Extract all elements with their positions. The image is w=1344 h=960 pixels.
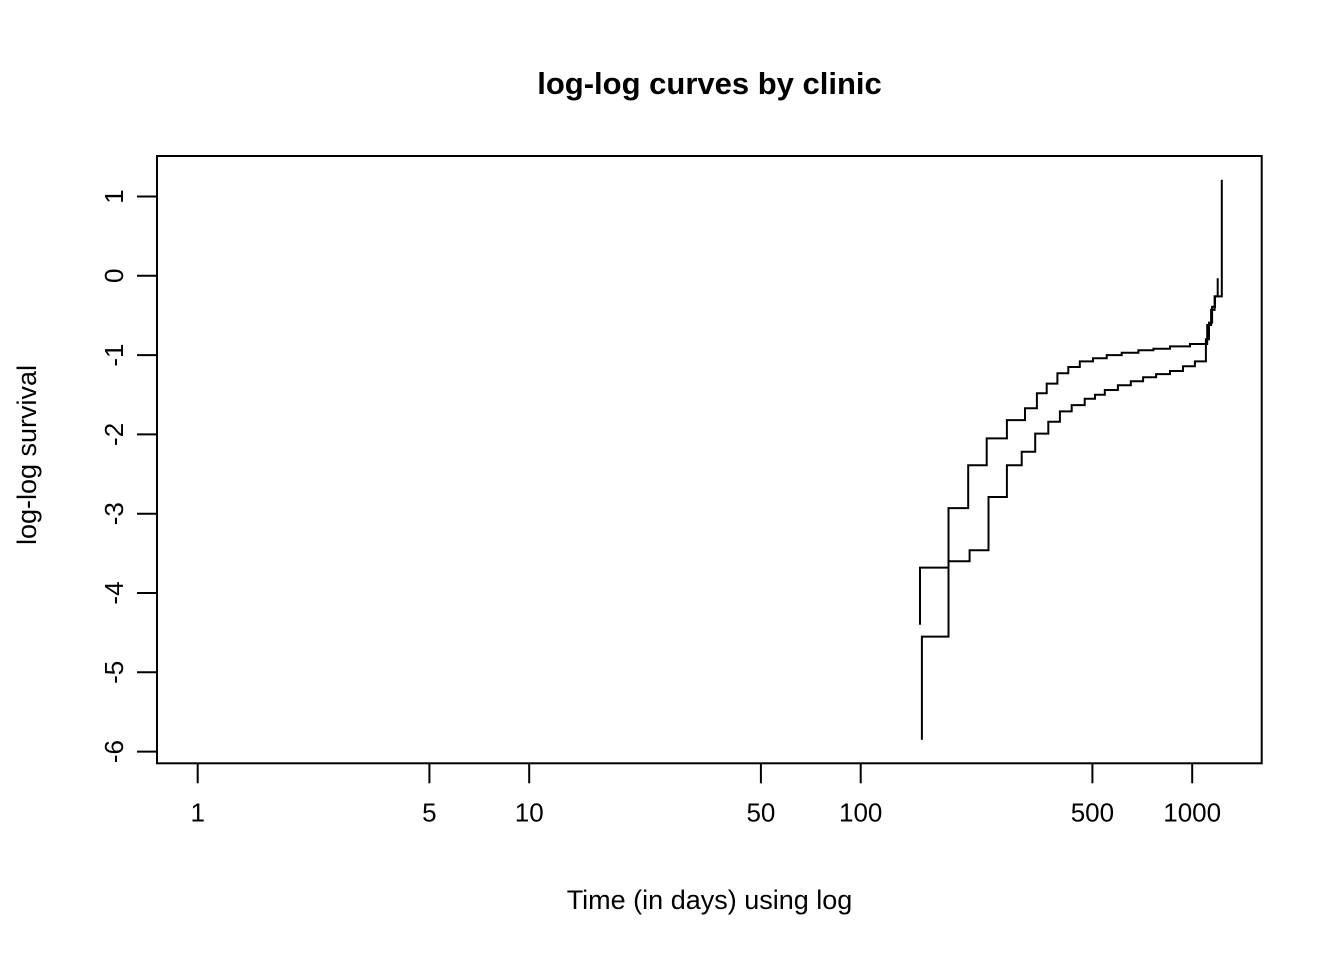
x-tick-label: 5 xyxy=(422,797,436,827)
y-tick-label: -6 xyxy=(99,740,129,763)
survival-curve-lower xyxy=(920,278,1219,740)
survival-curve-upper xyxy=(919,179,1223,625)
y-tick-label: -3 xyxy=(99,502,129,525)
y-tick-label: -5 xyxy=(99,661,129,684)
y-tick-label: -2 xyxy=(99,423,129,446)
y-tick-label: 1 xyxy=(99,189,129,203)
plot-border xyxy=(156,155,1263,765)
y-tick-label: -4 xyxy=(99,581,129,604)
y-axis-title: log-log survival xyxy=(12,364,42,546)
x-tick-label: 10 xyxy=(515,797,544,827)
x-tick-label: 500 xyxy=(1071,797,1114,827)
x-tick-label: 1000 xyxy=(1163,797,1221,827)
y-tick-label: 0 xyxy=(99,269,129,283)
y-tick-label: -1 xyxy=(99,344,129,367)
x-axis-title: Time (in days) using log xyxy=(566,885,853,915)
x-tick-label: 50 xyxy=(746,797,775,827)
x-tick-label: 1 xyxy=(190,797,204,827)
chart-title: log-log curves by clinic xyxy=(537,66,882,101)
x-tick-label: 100 xyxy=(839,797,882,827)
